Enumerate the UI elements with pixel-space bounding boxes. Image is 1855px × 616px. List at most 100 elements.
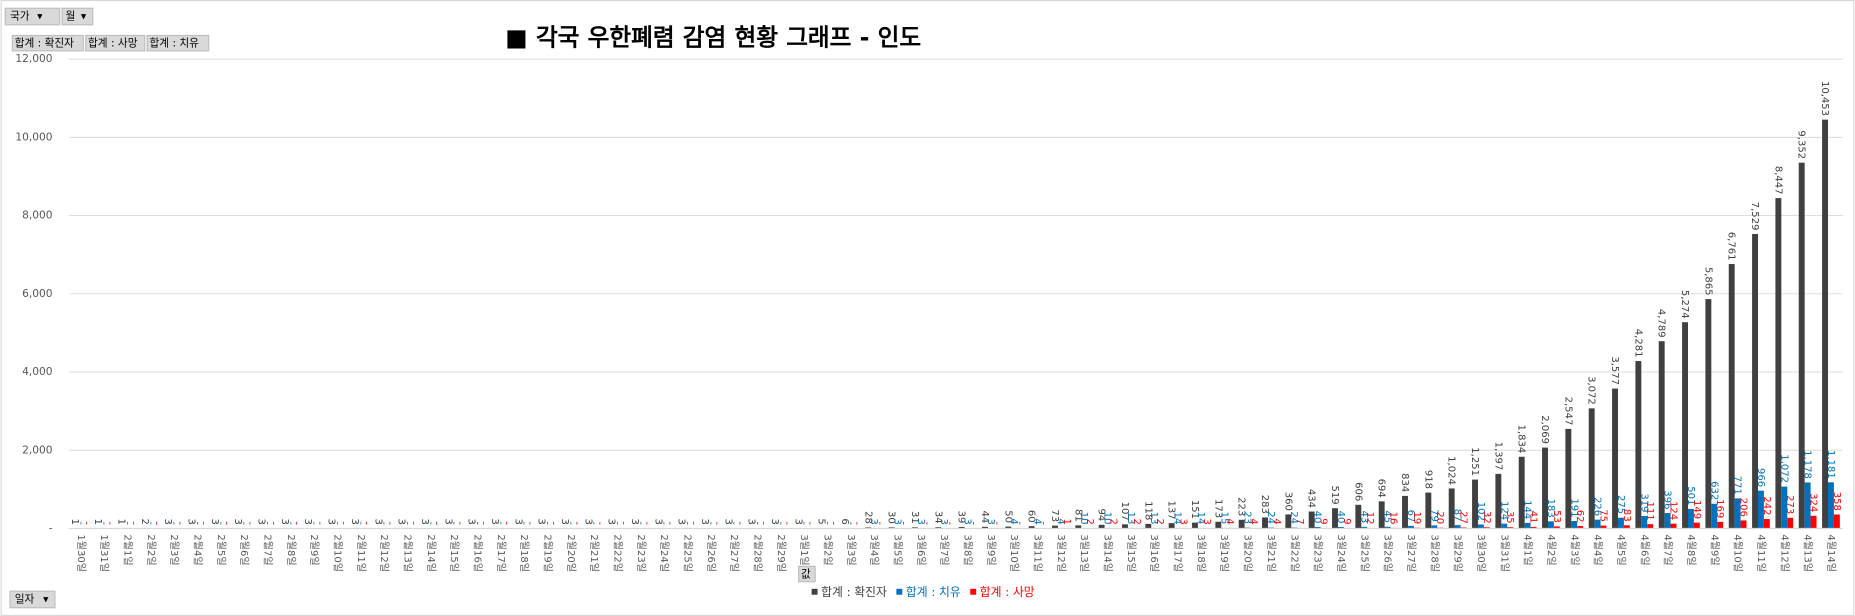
data-label: 4 [1032,518,1043,524]
data-label: 3 [396,518,407,524]
data-label: - [845,521,856,525]
data-label: - [1037,521,1048,525]
field-button[interactable] [146,34,210,52]
bar [982,526,988,529]
bar [1547,521,1554,529]
data-label: 3 [442,518,453,524]
data-label: 2 [139,518,150,524]
data-label: - [944,521,955,525]
data-label: 151 [1189,500,1200,519]
data-label: 283 [1259,495,1270,514]
data-label: 3 [302,518,313,524]
y-tick-label: 10,000 [15,130,52,143]
data-label: 3 [559,518,570,524]
data-label: 3 [326,518,337,524]
data-label: 1,024 [1446,456,1457,485]
data-label: 3 [372,518,383,524]
data-label: 834 [1399,473,1410,492]
filter-button[interactable] [61,7,94,26]
data-label: - [571,521,582,525]
data-label: 319 [1638,493,1649,512]
data-label: 60 [1026,510,1037,523]
data-label: 149 [1691,500,1702,519]
data-label: 8,447 [1772,166,1783,195]
bar [1448,488,1455,529]
data-label: 41 [1528,511,1539,524]
data-label: - [454,521,465,525]
axis-field-label: 일자 [15,592,35,605]
data-label: 39 [956,511,967,524]
data-label: 273 [1784,495,1795,514]
bar [1285,514,1292,529]
data-label: - [98,521,109,525]
data-label: 19 [1411,511,1422,524]
data-label: 3 [232,518,243,524]
data-label: 13 [1125,512,1136,525]
data-label: - [127,521,138,525]
bar [1763,519,1770,529]
data-label: 1,834 [1516,425,1527,454]
bar [1804,482,1811,529]
data-label: 87 [1452,509,1463,522]
data-label: 75 [1598,509,1609,522]
field-label: 합계 : 치유 [150,37,200,50]
data-label: 3 [606,518,617,524]
data-label: 73 [1049,509,1060,522]
bar [1483,527,1490,529]
bar [1542,447,1548,529]
data-label: 43 [1358,511,1369,524]
filter-button[interactable] [4,7,61,26]
data-label: 1,072 [1778,454,1789,483]
data-label: - [104,521,115,525]
legend-label: 합계 : 치유 [906,585,961,599]
data-label: 9 [1317,518,1328,524]
data-label: 5,274 [1679,290,1690,319]
data-label: 45 [1382,510,1393,523]
data-label: 4 [1271,518,1282,524]
data-label: 434 [1306,489,1317,508]
data-label: 14 [1195,512,1206,525]
data-label: - [378,521,389,525]
data-label: 1 [116,519,127,525]
x-tick-label: 3월31일 [1498,534,1510,572]
axis-field-button[interactable] [9,590,56,609]
data-label: - [308,521,319,525]
x-tick-label: 4월9일 [1708,534,1720,565]
data-label: 83 [1621,509,1632,522]
data-label: 3 [489,518,500,524]
data-label: - [612,521,623,525]
data-label: 771 [1732,476,1743,495]
bar [1384,526,1391,529]
data-label: 3 [915,518,926,524]
x-tick-label: 2월24일 [658,534,670,572]
chart-title: ■ 각국 우한폐렴 감염 현황 그래프 - 인도 [505,24,921,52]
x-tick-label: 2월11일 [355,534,367,572]
field-button[interactable] [11,34,84,52]
x-tick-label: 3월15일 [1125,534,1137,572]
bar [1612,388,1618,529]
data-label: 1 [92,519,103,525]
data-label: 2,547 [1562,397,1573,426]
data-label: 3 [792,518,803,524]
bar [1238,519,1245,529]
y-tick-label: - [49,522,53,535]
bar [1775,198,1782,529]
x-tick-label: 4월3일 [1568,534,1580,565]
x-tick-label: 2월16일 [471,534,483,572]
field-button[interactable] [85,34,146,52]
data-label: 94 [1096,509,1107,522]
data-label: - [151,521,162,525]
bar [1623,525,1630,529]
data-label: - [658,521,669,525]
values-button[interactable] [798,565,816,583]
data-label: - [221,521,232,525]
x-tick-label: 4월4일 [1592,534,1604,565]
data-label: - [215,521,226,525]
data-label: 62 [1574,510,1585,523]
data-label: - [168,521,179,525]
bar [1361,526,1368,529]
values-button-label: 값 [801,568,811,581]
x-tick-label: 4월14일 [1825,534,1837,572]
bar [1658,341,1665,529]
bar [1670,523,1677,529]
